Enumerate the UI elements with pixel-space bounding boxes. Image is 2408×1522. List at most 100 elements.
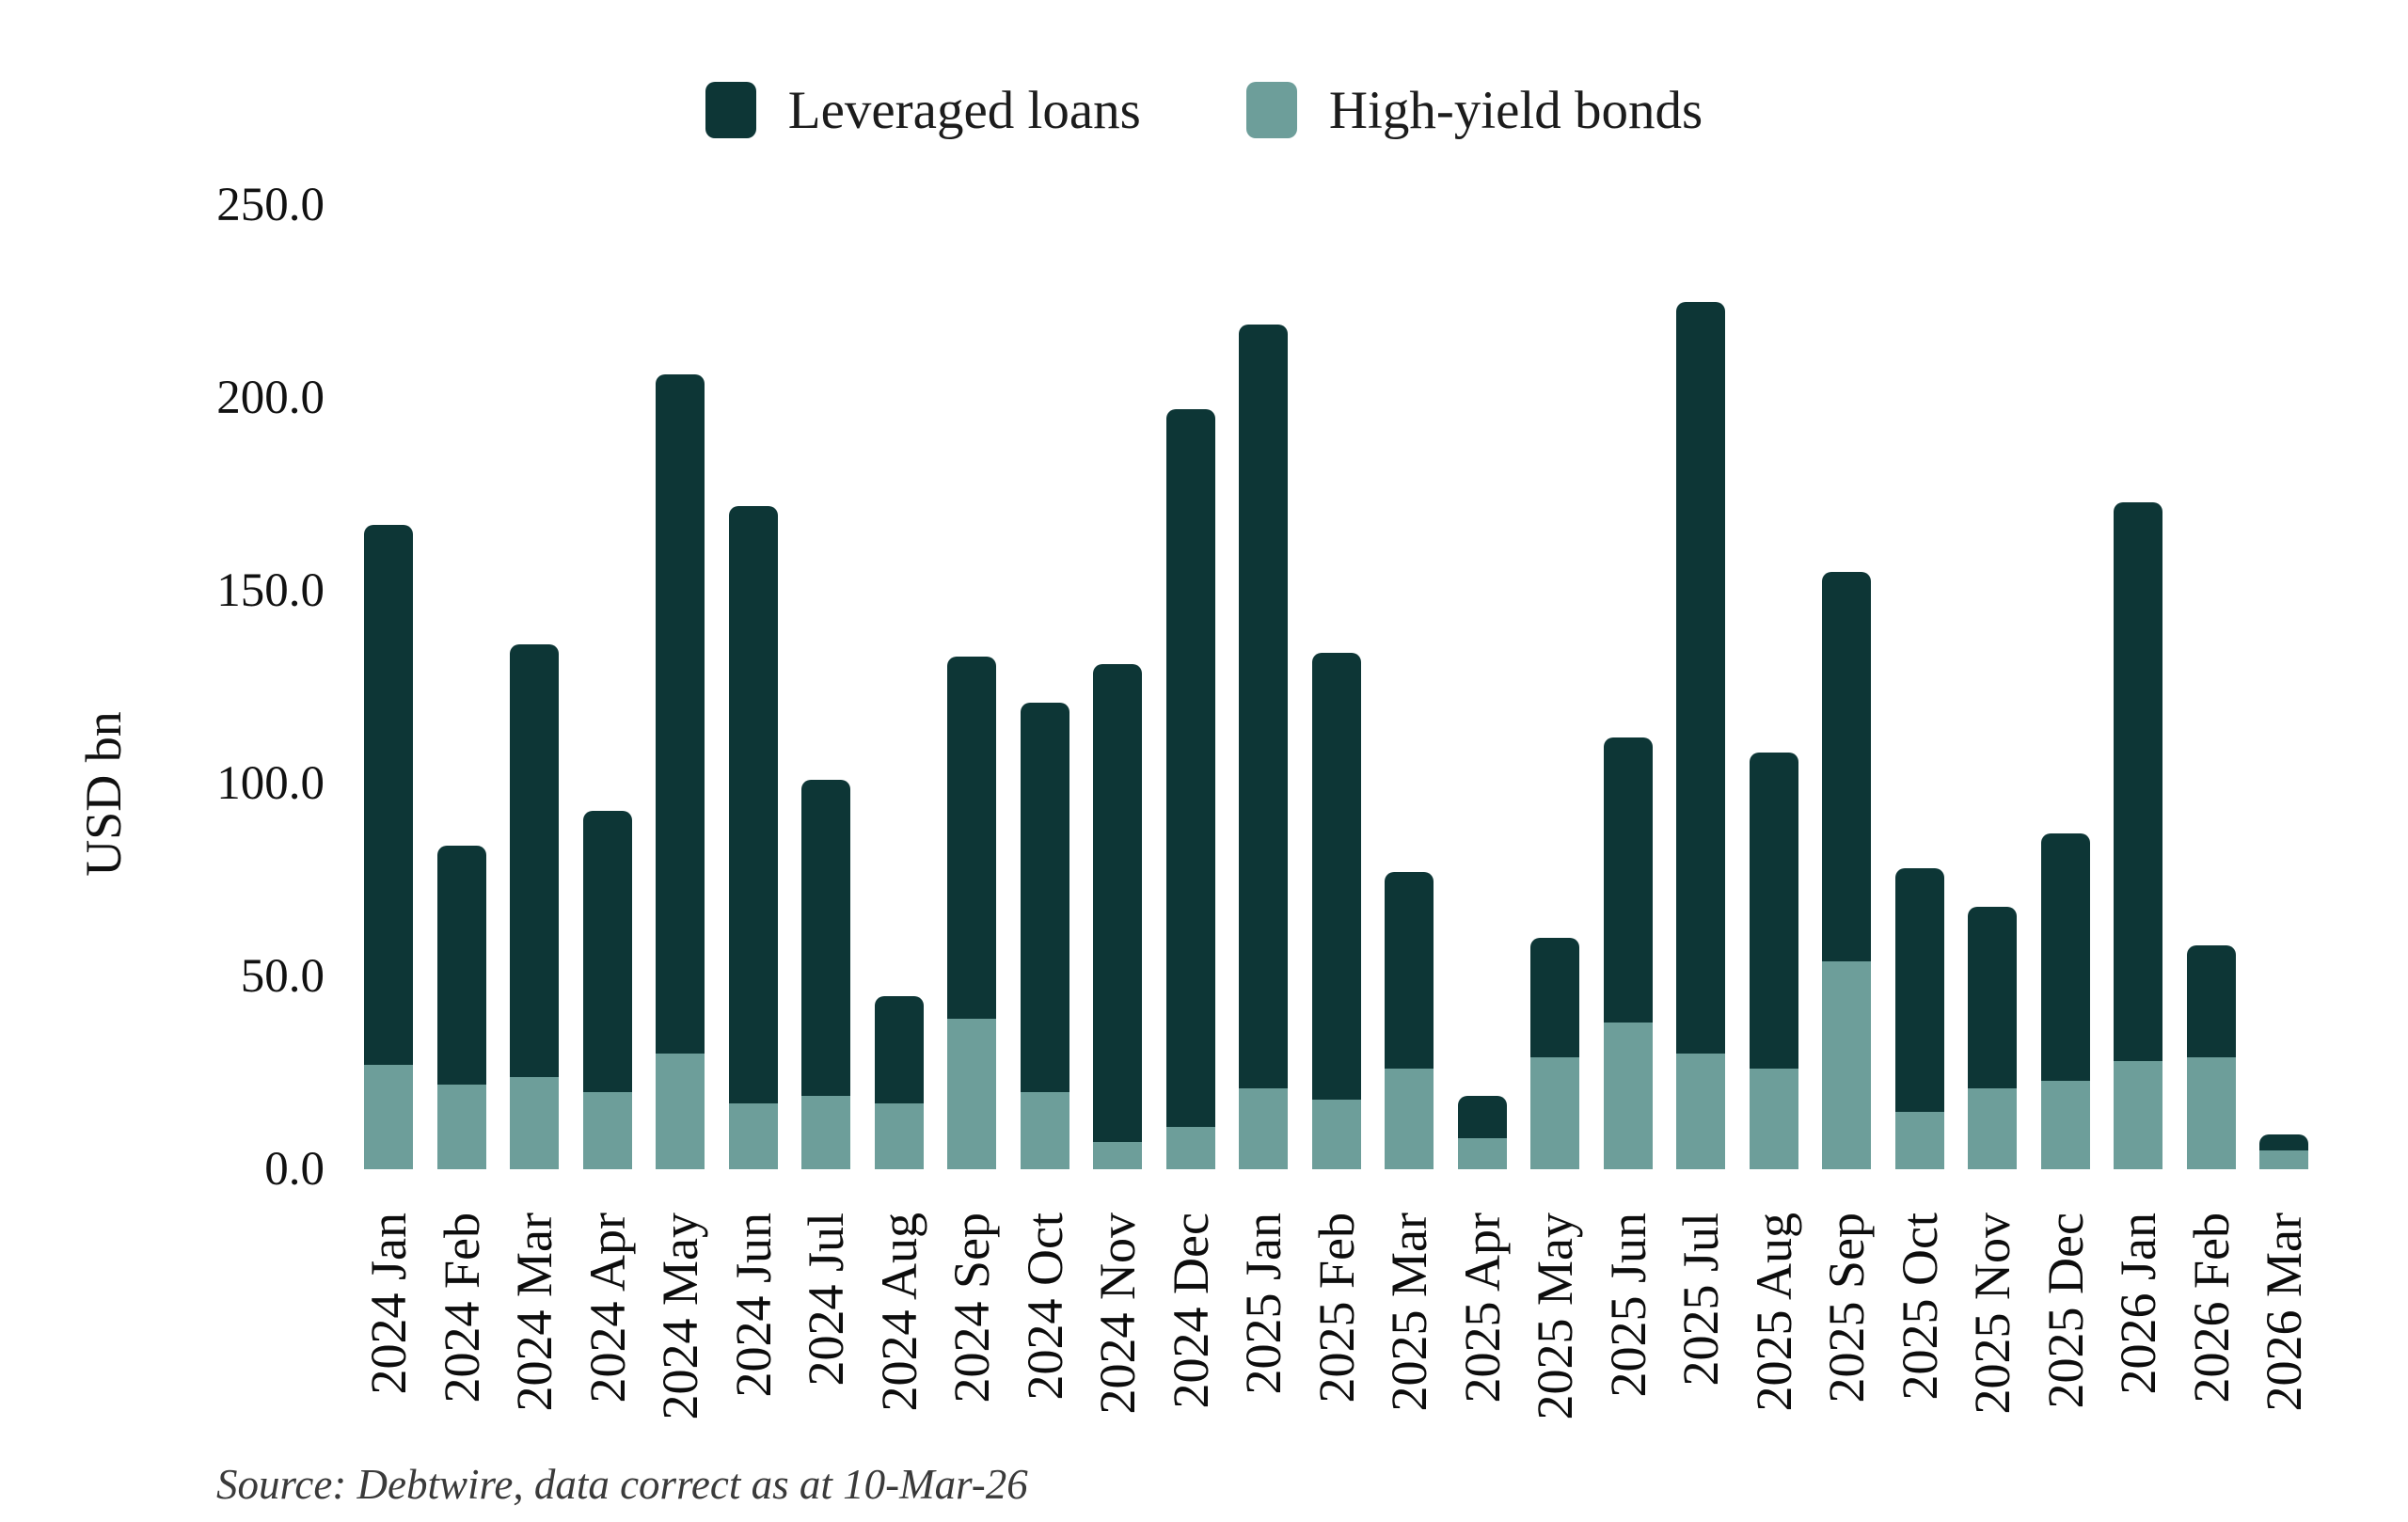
segment-high-yield-bonds: [1385, 1069, 1434, 1169]
x-tick-label: 2024 Dec: [1162, 1213, 1219, 1409]
segment-high-yield-bonds: [656, 1054, 705, 1169]
x-tick-label: 2024 Apr: [578, 1213, 636, 1403]
bar-2024-sep: [947, 656, 996, 1169]
x-tick-label: 2025 Sep: [1818, 1213, 1875, 1403]
bar-2024-feb: [436, 845, 486, 1169]
x-tick-label: 2024 Feb: [433, 1213, 490, 1403]
x-tick-label: 2025 Aug: [1745, 1213, 1802, 1412]
segment-leveraged-loans: [2186, 945, 2236, 1058]
segment-high-yield-bonds: [801, 1096, 850, 1169]
bar-2024-may: [656, 374, 705, 1169]
segment-high-yield-bonds: [1968, 1087, 2017, 1169]
x-tick-label: 2025 Jan: [1235, 1213, 1291, 1395]
segment-high-yield-bonds: [1020, 1092, 1069, 1169]
segment-leveraged-loans: [1749, 753, 1798, 1070]
x-tick-label: 2025 Jun: [1599, 1213, 1656, 1398]
legend-label: High-yield bonds: [1328, 80, 1703, 140]
y-tick-label: 200.0: [216, 372, 325, 424]
x-tick-label: 2024 Oct: [1016, 1213, 1073, 1401]
bar-2025-jan: [1239, 325, 1288, 1169]
x-tick-label: 2026 Mar: [2256, 1213, 2312, 1412]
bar-2025-sep: [1822, 571, 1871, 1169]
segment-leveraged-loans: [1822, 571, 1871, 961]
segment-high-yield-bonds: [728, 1103, 778, 1169]
segment-high-yield-bonds: [1311, 1100, 1361, 1169]
y-tick-label: 100.0: [216, 757, 325, 810]
segment-high-yield-bonds: [1457, 1138, 1507, 1169]
x-tick-label: 2026 Feb: [2182, 1213, 2240, 1403]
segment-leveraged-loans: [1530, 938, 1579, 1058]
segment-leveraged-loans: [1603, 737, 1653, 1023]
segment-high-yield-bonds: [1093, 1142, 1142, 1169]
segment-high-yield-bonds: [1676, 1054, 1725, 1169]
segment-high-yield-bonds: [2040, 1080, 2090, 1169]
segment-high-yield-bonds: [436, 1084, 486, 1169]
x-tick-label: 2025 Dec: [2036, 1213, 2094, 1409]
source-note: Source: Debtwire, data correct as at 10-…: [216, 1461, 1028, 1508]
bar-2025-mar: [1385, 872, 1434, 1169]
legend-label: Leveraged loans: [787, 80, 1141, 140]
segment-leveraged-loans: [510, 644, 559, 1077]
x-tick-label: 2024 Sep: [943, 1213, 1000, 1403]
segment-leveraged-loans: [364, 525, 413, 1066]
segment-leveraged-loans: [874, 995, 924, 1104]
legend-item-high-yield-bonds: High-yield bonds: [1245, 80, 1703, 140]
segment-leveraged-loans: [582, 810, 632, 1092]
segment-leveraged-loans: [1165, 409, 1215, 1127]
segment-leveraged-loans: [656, 374, 705, 1054]
bar-2025-jun: [1603, 737, 1653, 1169]
x-tick-label: 2025 Nov: [1964, 1213, 2020, 1415]
segment-high-yield-bonds: [1894, 1111, 1944, 1169]
bar-2025-aug: [1749, 753, 1798, 1169]
segment-high-yield-bonds: [1165, 1126, 1215, 1169]
bar-2025-nov: [1968, 907, 2017, 1169]
segment-high-yield-bonds: [1822, 960, 1871, 1169]
y-tick-label: 0.0: [264, 1143, 325, 1196]
bar-2025-apr: [1457, 1096, 1507, 1169]
segment-high-yield-bonds: [582, 1092, 632, 1169]
segment-high-yield-bonds: [874, 1103, 924, 1169]
legend-item-leveraged-loans: Leveraged loans: [705, 82, 1141, 138]
bar-2024-jun: [728, 505, 778, 1169]
x-tick-label: 2026 Jan: [2110, 1213, 2166, 1395]
bar-2026-feb: [2186, 945, 2236, 1169]
bar-2025-feb: [1311, 652, 1361, 1169]
segment-leveraged-loans: [1894, 868, 1944, 1112]
chart-legend: Leveraged loans High-yield bonds: [0, 80, 2408, 140]
segment-high-yield-bonds: [2114, 1061, 2162, 1169]
x-tick-label: 2025 May: [1527, 1213, 1583, 1420]
segment-leveraged-loans: [1676, 301, 1725, 1054]
segment-leveraged-loans: [2040, 833, 2090, 1081]
x-tick-label: 2024 Jul: [798, 1213, 854, 1387]
x-tick-label: 2025 Jul: [1672, 1213, 1729, 1387]
segment-leveraged-loans: [1457, 1096, 1507, 1139]
segment-high-yield-bonds: [510, 1076, 559, 1169]
bar-2025-oct: [1894, 868, 1944, 1169]
leveraged-loans-swatch-icon: [705, 82, 756, 138]
segment-high-yield-bonds: [2259, 1149, 2308, 1169]
segment-high-yield-bonds: [1603, 1023, 1653, 1169]
segment-leveraged-loans: [1239, 325, 1288, 1088]
bar-2024-jul: [801, 779, 850, 1169]
x-tick-label: 2024 Jun: [724, 1213, 782, 1398]
bar-2025-jul: [1676, 301, 1725, 1169]
bar-2024-jan: [364, 525, 413, 1169]
x-tick-label: 2025 Oct: [1891, 1213, 1948, 1401]
bar-2024-oct: [1020, 702, 1069, 1169]
segment-high-yield-bonds: [1749, 1069, 1798, 1169]
bar-2024-nov: [1093, 663, 1142, 1169]
segment-high-yield-bonds: [1239, 1087, 1288, 1169]
x-tick-label: 2024 Jan: [360, 1213, 417, 1395]
x-tick-label: 2025 Feb: [1307, 1213, 1365, 1403]
bar-2025-dec: [2040, 833, 2090, 1169]
segment-high-yield-bonds: [947, 1019, 996, 1169]
bar-2025-may: [1530, 938, 1579, 1169]
bar-2026-mar: [2259, 1134, 2308, 1169]
segment-leveraged-loans: [1385, 872, 1434, 1070]
segment-leveraged-loans: [728, 505, 778, 1104]
segment-leveraged-loans: [1093, 663, 1142, 1143]
segment-leveraged-loans: [436, 845, 486, 1085]
y-tick-label: 150.0: [216, 564, 325, 617]
x-tick-label: 2025 Apr: [1453, 1213, 1511, 1403]
